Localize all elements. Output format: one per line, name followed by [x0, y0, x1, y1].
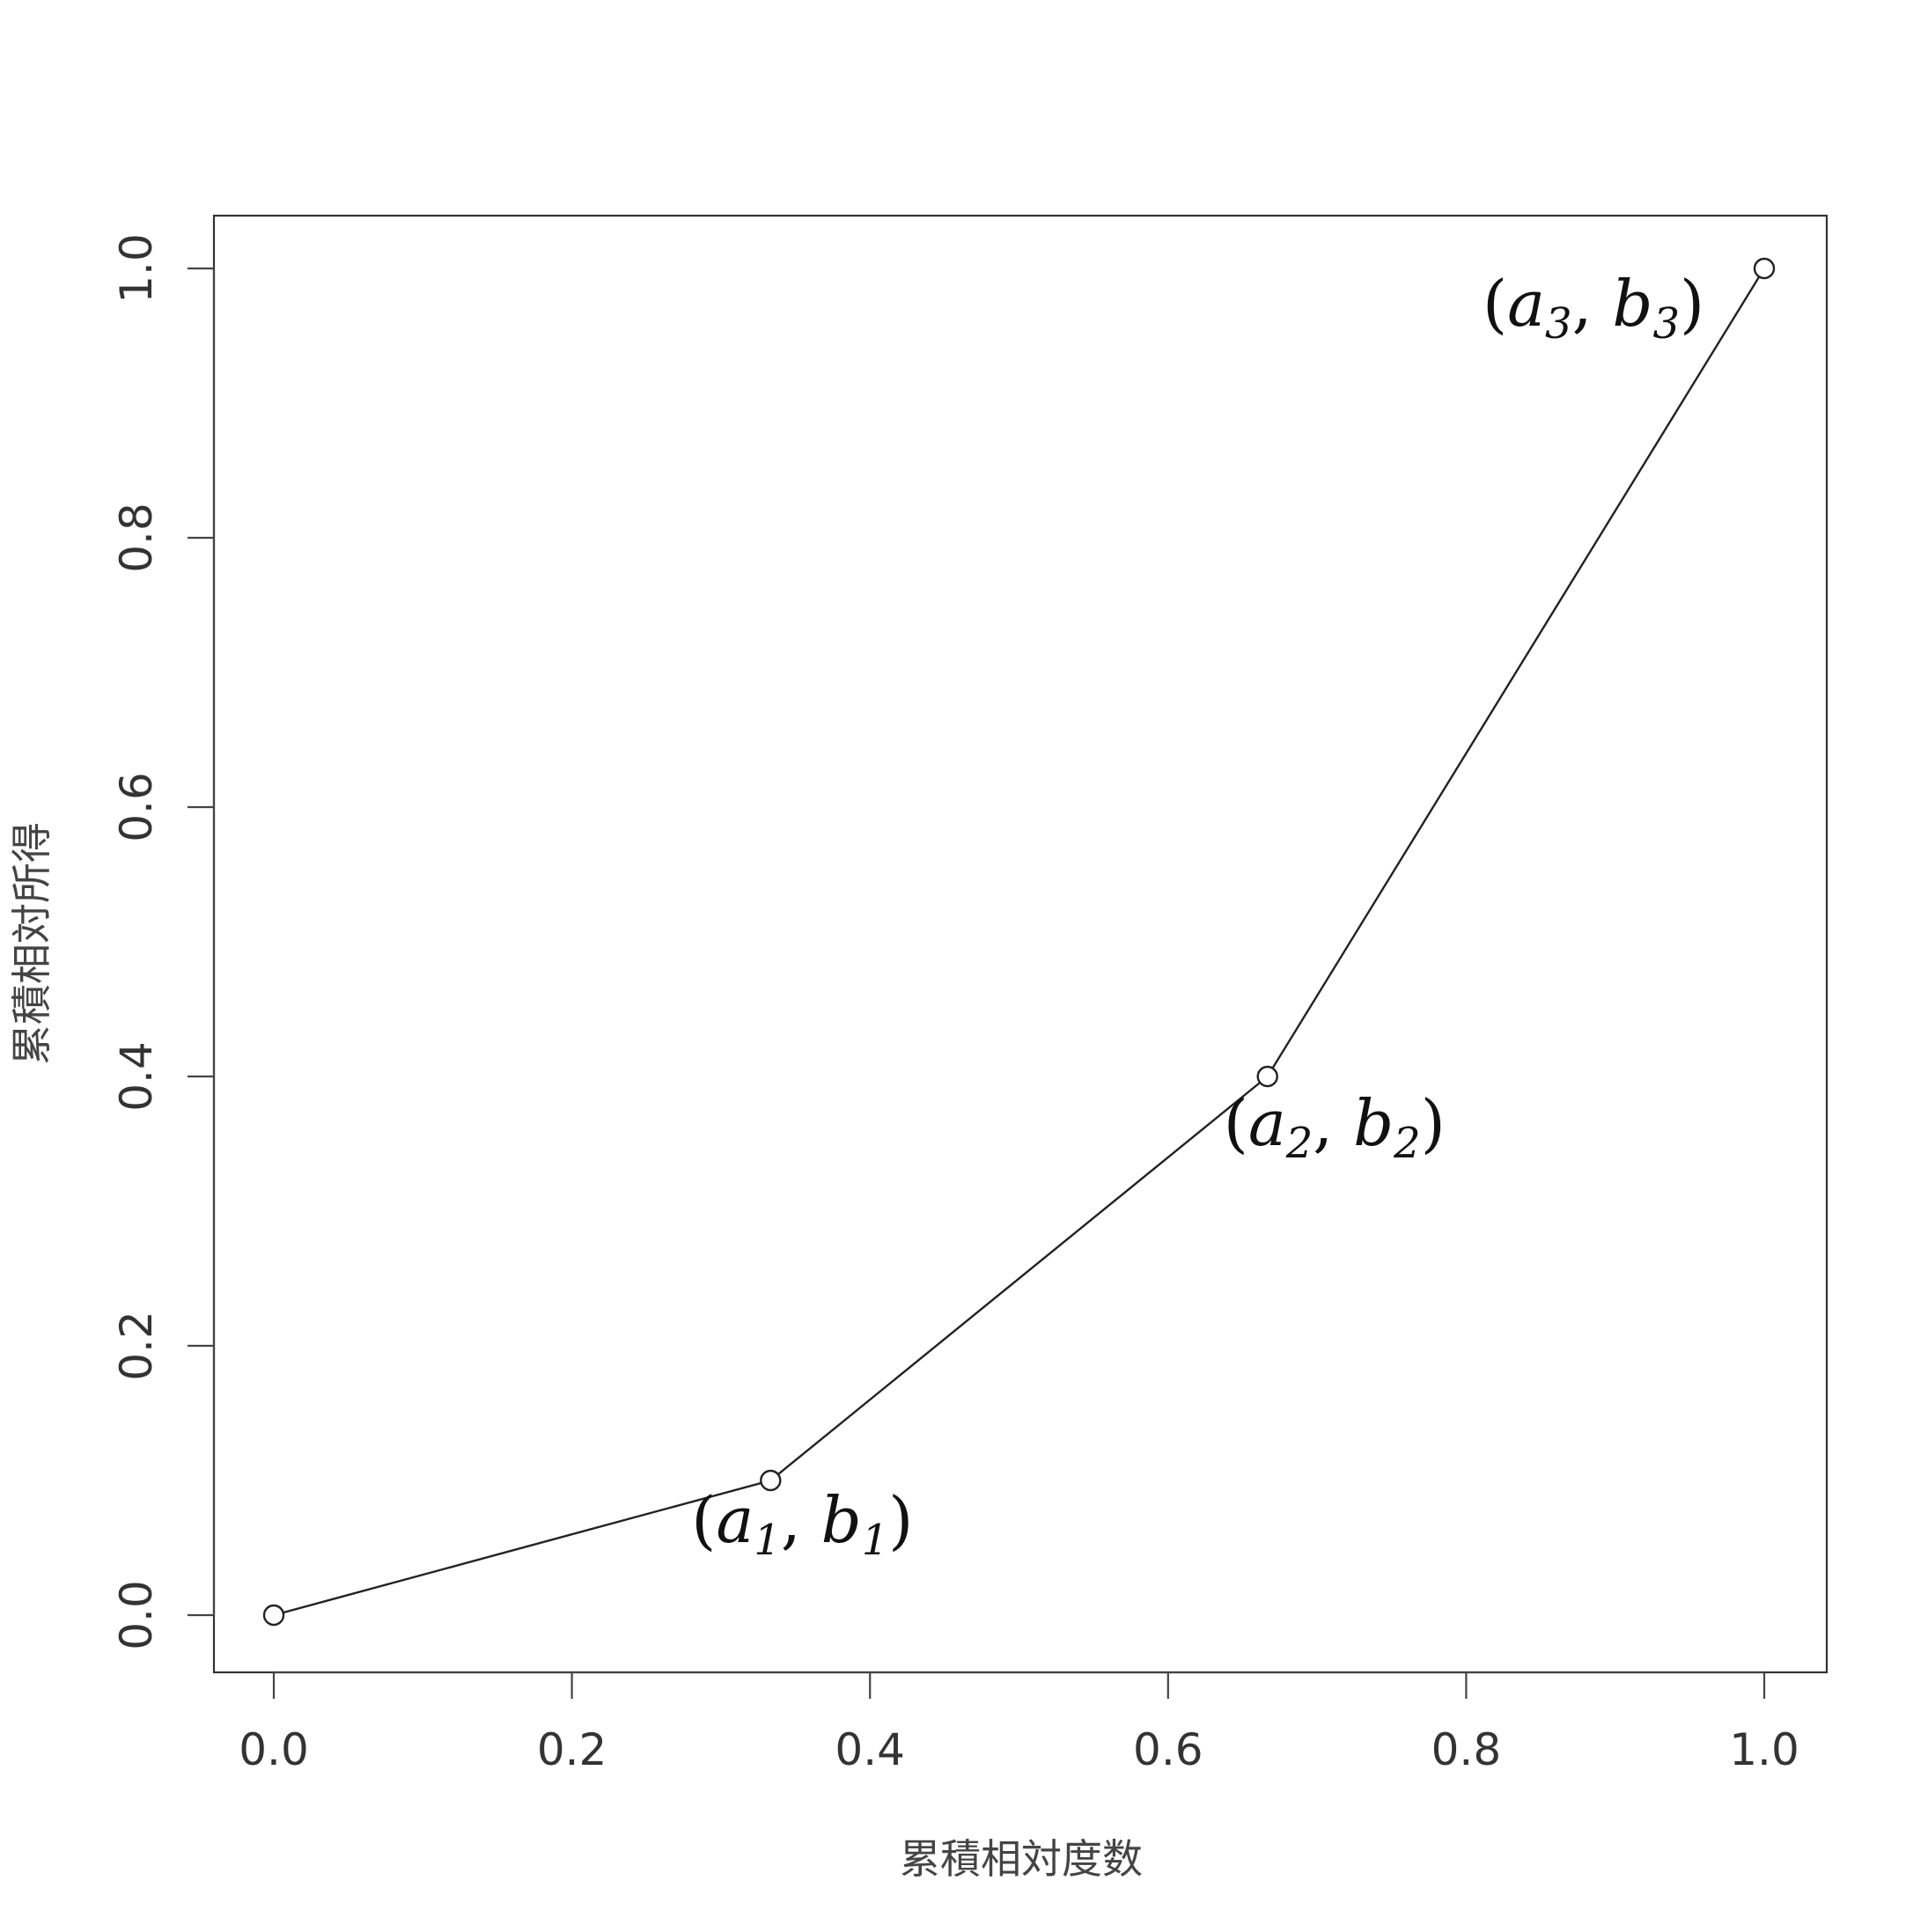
data-point	[1256, 1065, 1278, 1088]
x-tick-label: 0.8	[1431, 1724, 1502, 1775]
plot-frame	[212, 214, 1829, 1674]
x-axis: 0.0 0.2 0.4 0.6 0.8 1.0	[239, 1671, 1799, 1775]
x-tick-label: 0.0	[239, 1724, 309, 1775]
y-tick-label: 0.8	[111, 503, 162, 573]
point-annotation: (a3, b3)	[1483, 267, 1704, 349]
point-annotation: (a1, b1)	[691, 1483, 913, 1565]
x-tick-label: 0.6	[1133, 1724, 1203, 1775]
x-axis-title: 累積相対度数	[900, 1835, 1143, 1883]
data-point	[262, 1604, 285, 1627]
series-group	[262, 257, 1776, 1627]
series-line	[273, 268, 1766, 1617]
y-axis: 0.0 0.2 0.4 0.6 0.8 1.0	[111, 233, 216, 1650]
annotation-group: (a1, b1) (a2, b2) (a3, b3)	[691, 267, 1704, 1565]
y-tick-label: 1.0	[111, 233, 162, 304]
data-point	[1753, 257, 1776, 280]
x-tick-label: 1.0	[1729, 1724, 1799, 1775]
data-point	[760, 1469, 782, 1492]
x-tick-label: 0.4	[835, 1724, 905, 1775]
y-tick-label: 0.2	[111, 1311, 162, 1381]
x-tick-label: 0.2	[537, 1724, 607, 1775]
y-tick-label: 0.6	[111, 772, 162, 842]
y-tick-label: 0.0	[111, 1580, 162, 1650]
y-tick-label: 0.4	[111, 1041, 162, 1112]
point-annotation: (a2, b2)	[1224, 1086, 1446, 1168]
y-axis-title: 累積相対所得	[8, 822, 55, 1065]
